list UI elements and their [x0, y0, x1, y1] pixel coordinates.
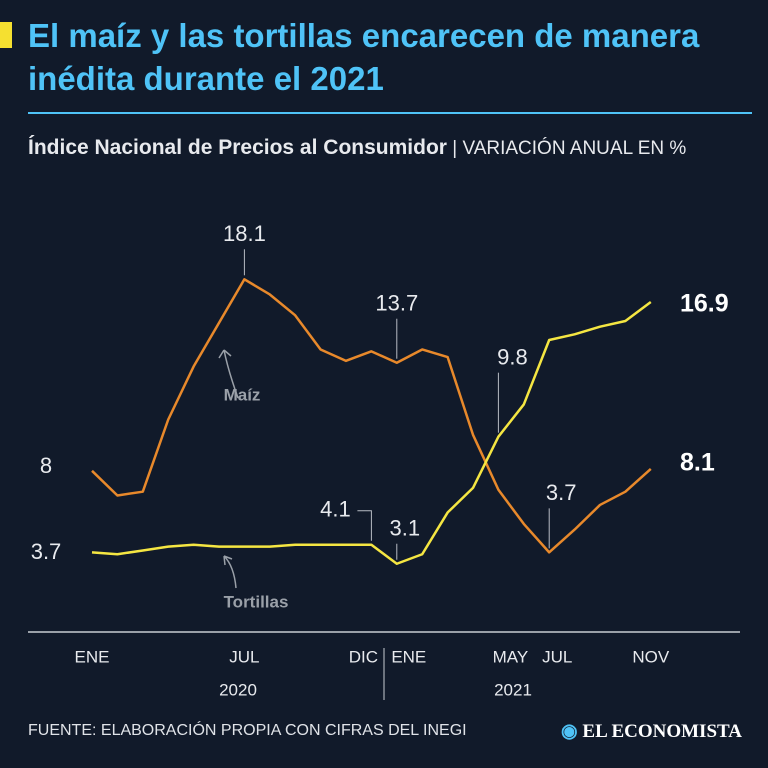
data-label: 13.7	[375, 291, 418, 316]
x-tick-label: ENE	[391, 647, 426, 666]
series-label: Tortillas	[224, 592, 289, 611]
end-label: 8.1	[680, 449, 715, 477]
source: FUENTE: ELABORACIÓN PROPIA CON CIFRAS DE…	[28, 722, 467, 739]
title-rule	[28, 112, 752, 114]
data-label: 3.1	[390, 516, 421, 541]
year-label: 2020	[219, 680, 257, 699]
brand-text: EL ECONOMISTA	[582, 721, 742, 742]
brand: ◉ EL ECONOMISTA	[561, 720, 742, 743]
x-tick-label: NOV	[632, 647, 670, 666]
x-tick-label: MAY	[493, 647, 529, 666]
x-tick-label: DIC	[349, 647, 378, 666]
arrow	[223, 555, 237, 589]
data-label: 8	[40, 453, 52, 478]
data-label: 3.7	[546, 480, 577, 505]
end-label: 16.9	[680, 290, 729, 318]
x-tick-label: ENE	[75, 647, 110, 666]
subtitle: Índice Nacional de Precios al Consumidor…	[28, 133, 688, 164]
accent-bar	[0, 22, 12, 48]
data-label: 3.7	[31, 539, 62, 564]
brand-icon: ◉	[561, 721, 583, 742]
year-label: 2021	[494, 680, 532, 699]
series-label: Maíz	[224, 385, 261, 404]
data-label: 9.8	[497, 345, 528, 370]
data-label: 18.1	[223, 221, 266, 246]
chart-title: El maíz y las tortillas encarecen de man…	[28, 17, 700, 97]
x-tick-label: JUL	[542, 647, 572, 666]
pointer	[357, 510, 372, 541]
line	[91, 278, 652, 554]
subtitle-text: | VARIACIÓN ANUAL EN %	[452, 138, 687, 159]
line	[91, 301, 652, 565]
arrow	[218, 349, 239, 399]
subtitle-bold: Índice Nacional de Precios al Consumidor	[28, 136, 447, 159]
x-tick-label: JUL	[229, 647, 259, 666]
data-label: 4.1	[320, 497, 351, 522]
